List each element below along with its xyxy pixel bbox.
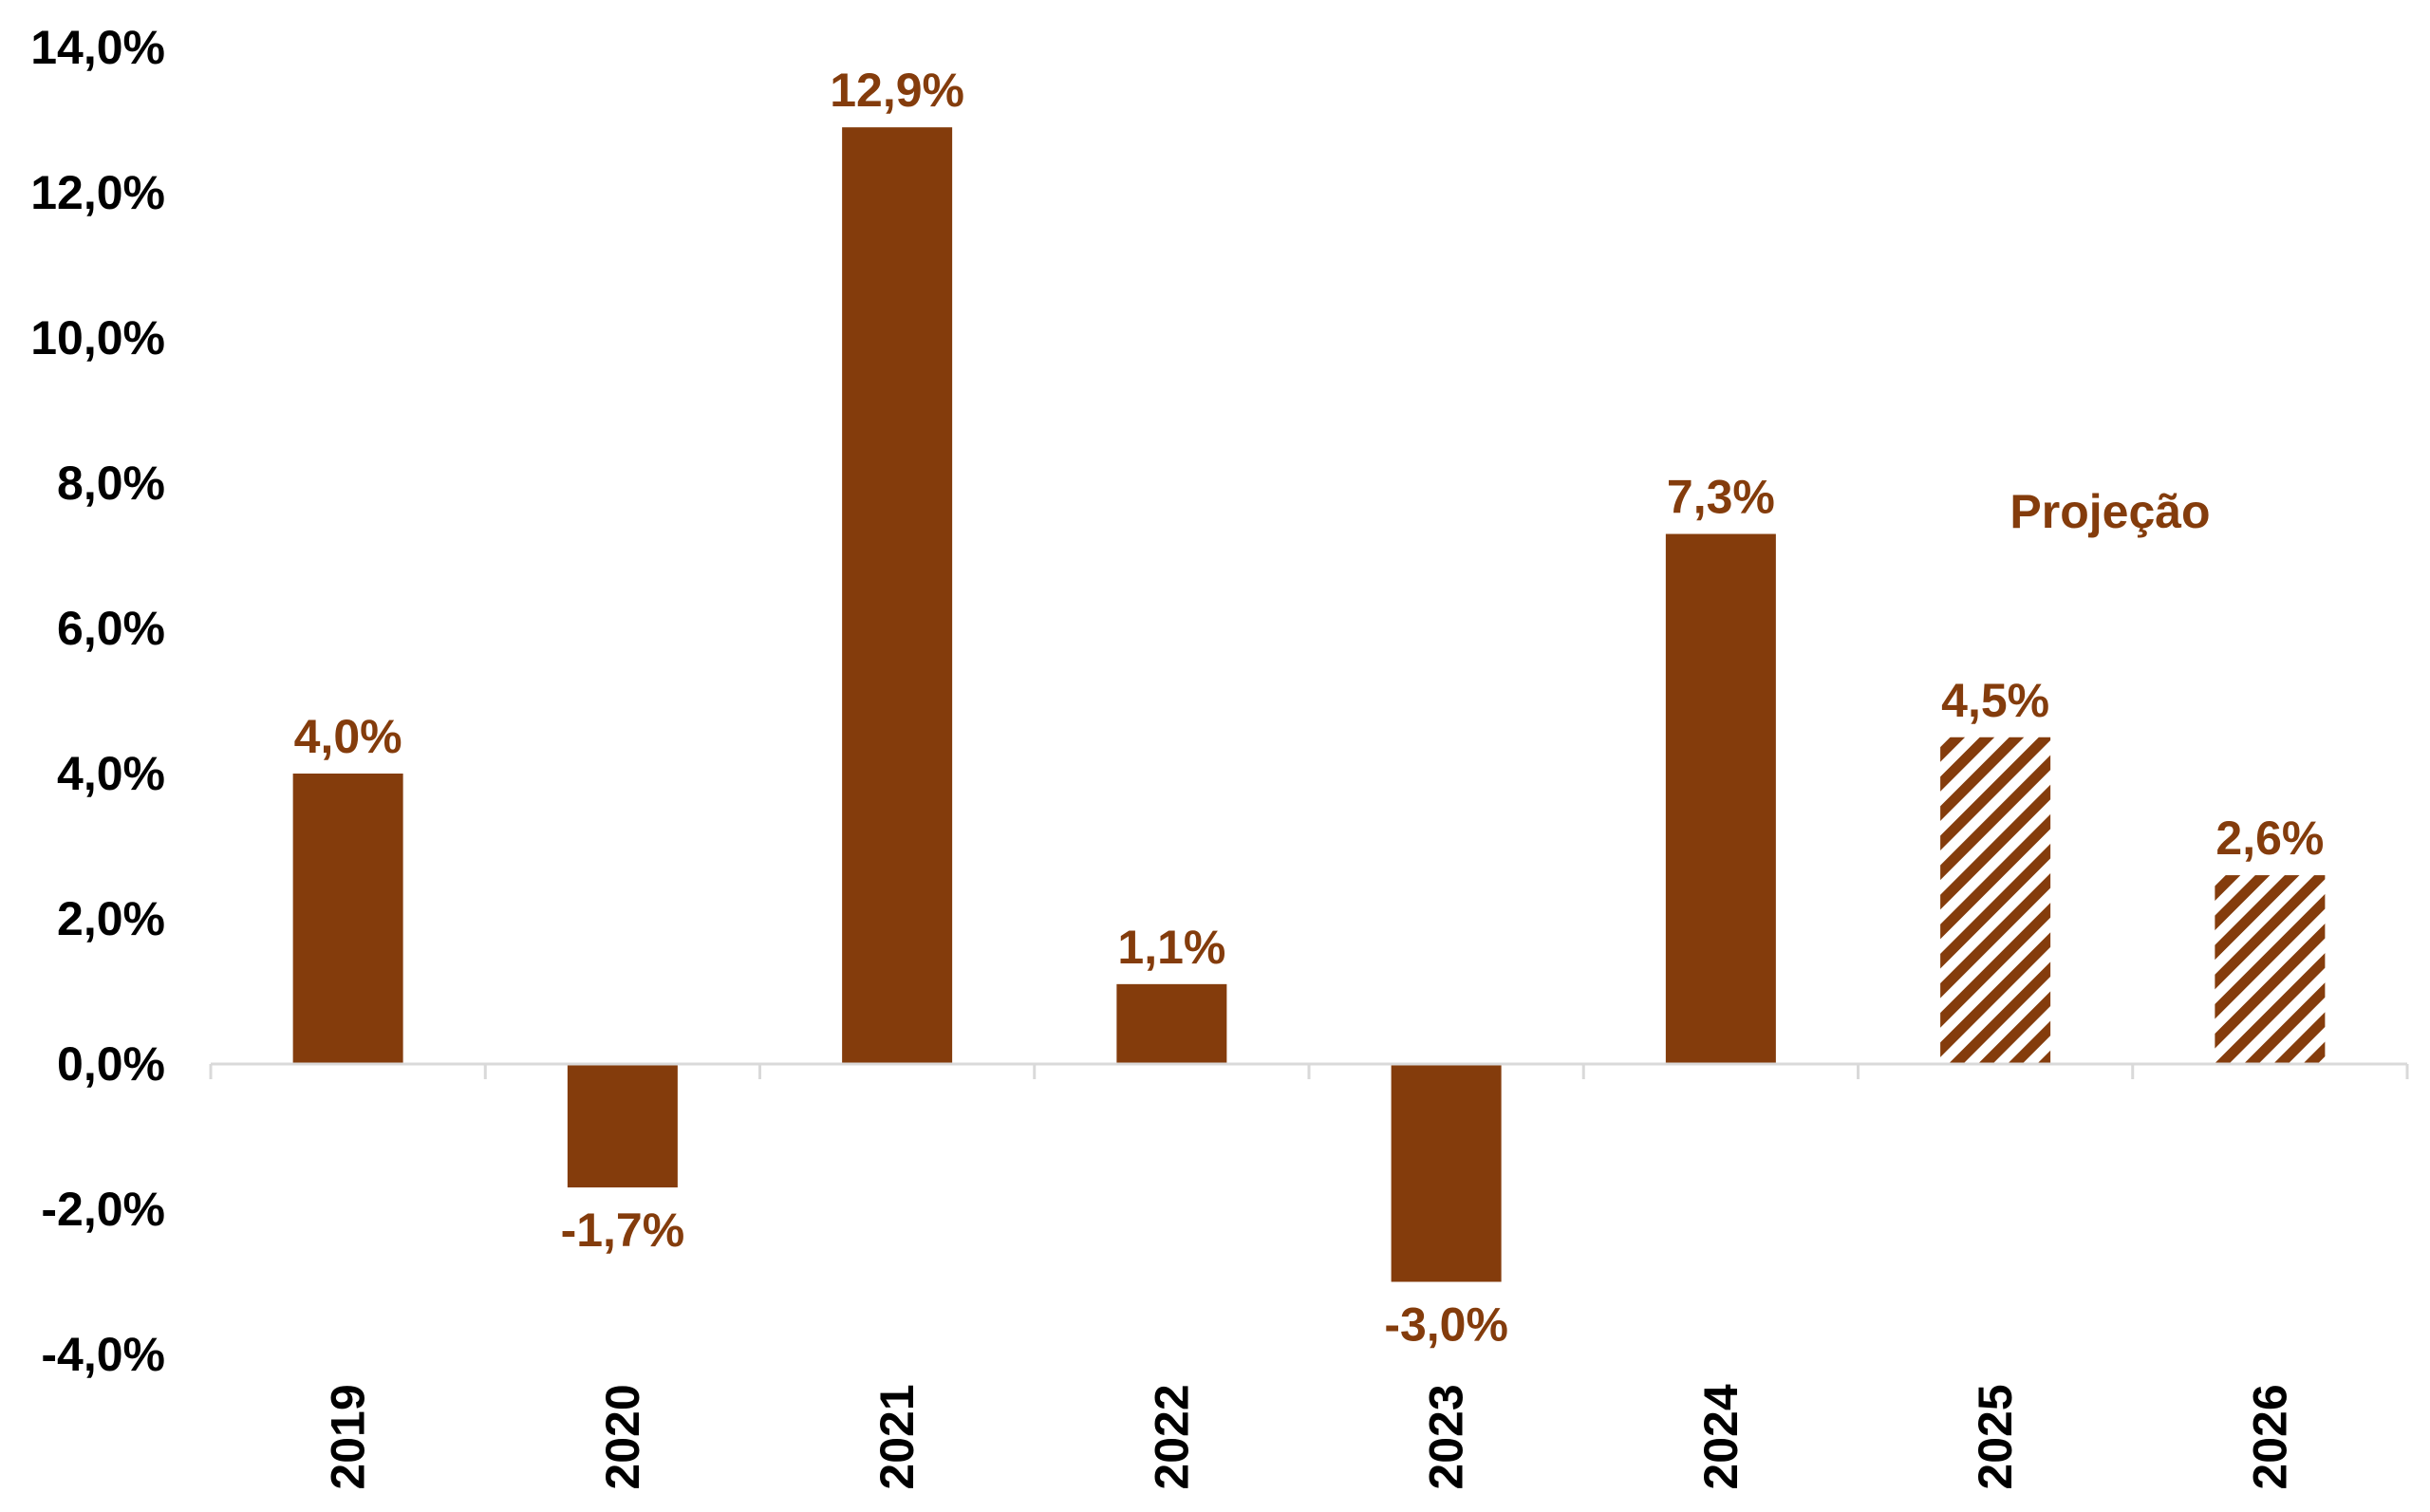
y-tick-label: 2,0% (57, 892, 165, 945)
bar (1391, 1064, 1502, 1282)
bars (292, 127, 2326, 1282)
y-tick-label: 4,0% (57, 747, 165, 800)
y-tick-label: 10,0% (30, 311, 165, 364)
data-label: -1,7% (561, 1204, 685, 1257)
y-tick-label: 0,0% (57, 1037, 165, 1091)
x-tick-label: 2023 (1420, 1384, 1473, 1489)
x-tick-label: 2020 (596, 1384, 649, 1489)
bar-projected (2215, 875, 2326, 1064)
x-axis-labels: 2019 2020 2021 2022 2023 2024 2025 2026 (322, 1384, 2297, 1489)
data-label: 7,3% (1667, 471, 1775, 524)
data-label: 4,5% (1941, 674, 2049, 727)
data-label: 2,6% (2215, 812, 2324, 865)
bar (567, 1064, 678, 1188)
y-tick-label: 8,0% (57, 457, 165, 510)
x-tick-label: 2022 (1145, 1384, 1198, 1489)
x-tick-label: 2019 (322, 1384, 375, 1489)
data-label: -3,0% (1384, 1298, 1508, 1352)
x-tick-label: 2024 (1694, 1384, 1748, 1489)
y-tick-label: 12,0% (30, 166, 165, 219)
data-label: 1,1% (1117, 921, 1225, 974)
projection-annotation: Projeção (2009, 485, 2210, 538)
y-axis-labels: 14,0% 12,0% 10,0% 8,0% 6,0% 4,0% 2,0% 0,0% -2,0%… (30, 21, 165, 1381)
x-tick-label: 2021 (870, 1384, 924, 1489)
y-tick-label: -2,0% (41, 1183, 165, 1236)
x-axis (209, 1062, 2409, 1079)
bar (842, 127, 953, 1064)
bar-projected (1940, 737, 2051, 1064)
bar (1665, 533, 1776, 1064)
x-tick-label: 2026 (2243, 1384, 2296, 1489)
data-label: 4,0% (294, 710, 402, 763)
x-tick-label: 2025 (1969, 1384, 2022, 1489)
bar (1116, 983, 1227, 1064)
data-label: 12,9% (830, 64, 964, 117)
y-tick-label: -4,0% (41, 1328, 165, 1381)
data-labels: 4,0% -1,7% 12,9% 1,1% -3,0% 7,3% 4,5% 2,6% (294, 64, 2325, 1351)
y-tick-label: 6,0% (57, 602, 165, 655)
y-tick-label: 14,0% (30, 21, 165, 74)
bar (292, 774, 403, 1064)
